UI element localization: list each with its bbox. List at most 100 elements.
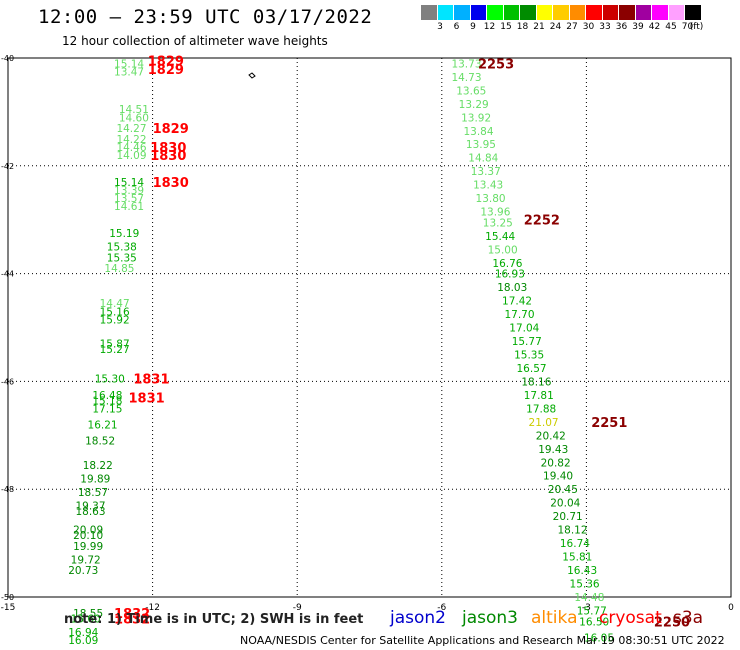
wave-height-label: 20.09 — [73, 525, 103, 537]
legend-swatch — [553, 5, 570, 20]
satellite-label-altika: altika — [531, 608, 578, 628]
wave-height-label: 15.16 — [100, 306, 130, 318]
wave-height-label: 13.84 — [463, 126, 493, 138]
wave-height-label: 18.55 — [73, 608, 103, 620]
wave-height-label: 14.47 — [100, 298, 130, 310]
legend-label: 70 — [681, 22, 694, 32]
wave-height-label: 18.22 — [83, 460, 113, 472]
wave-height-label: 15.92 — [100, 314, 130, 326]
wave-height-label: 14.84 — [468, 153, 498, 165]
wave-height-label: 15.77 — [577, 605, 607, 617]
wave-height-label: 15.35 — [514, 349, 544, 361]
wave-height-label: 13.65 — [456, 85, 486, 97]
credit-line: NOAA/NESDIS Center for Satellite Applica… — [240, 634, 725, 647]
wave-height-label: 15.44 — [485, 231, 515, 243]
satellite-label-jason3: jason3 — [462, 608, 518, 628]
pass-time-label: 1829 — [148, 63, 184, 78]
wave-height-label: 13.29 — [459, 99, 489, 111]
wave-height-label: 14.46 — [116, 142, 146, 154]
legend-label: 42 — [648, 22, 661, 32]
pass-time-label: 1830 — [153, 176, 189, 191]
legend-swatch — [569, 5, 586, 20]
wave-height-label: 19.43 — [538, 444, 568, 456]
legend-swatch — [586, 5, 603, 20]
wave-height-label: 20.04 — [550, 498, 580, 510]
lon-tick-label: -12 — [145, 603, 160, 613]
wave-height-label: 18.16 — [521, 376, 551, 388]
wave-height-label: 18.52 — [85, 436, 115, 448]
wave-height-label: 15.30 — [95, 374, 125, 386]
wave-height-label: 15.18 — [92, 395, 122, 407]
wave-height-label: 20.73 — [68, 565, 98, 577]
wave-height-label: 13.37 — [471, 166, 501, 178]
wave-height-label: 15.35 — [107, 252, 137, 264]
wave-height-label: 16.57 — [517, 363, 547, 375]
legend-label: 21 — [533, 22, 545, 32]
pass-time-label: 1831 — [129, 392, 165, 407]
satellite-label-s3a: s3a — [673, 608, 704, 628]
legend-swatch — [668, 5, 685, 20]
legend-swatch — [503, 5, 520, 20]
legend-swatch — [619, 5, 636, 20]
pass-time-label: 1829 — [148, 55, 184, 70]
wave-height-label: 15.38 — [107, 242, 137, 254]
wave-height-label: 14.27 — [116, 123, 146, 135]
wave-height-label: 16.76 — [492, 258, 522, 270]
lon-tick-label: -15 — [1, 603, 16, 613]
wave-height-label: 18.03 — [497, 282, 527, 294]
wave-height-label: 15.87 — [100, 339, 130, 351]
wave-height-label: 15.60 — [71, 614, 101, 626]
wave-height-label: 15.27 — [100, 344, 130, 356]
wave-height-label: 15.00 — [488, 244, 518, 256]
wave-height-label: 17.42 — [502, 296, 532, 308]
legend-label: 9 — [470, 22, 476, 32]
wave-height-label: 20.71 — [553, 511, 583, 523]
pass-time-label: 2253 — [478, 57, 514, 72]
wave-height-label: 14.61 — [114, 201, 144, 213]
wave-height-label: 17.70 — [504, 309, 534, 321]
wave-height-label: 16.94 — [68, 627, 98, 639]
pass-time-label: 2250 — [654, 615, 690, 630]
wave-height-label: 15.81 — [562, 552, 592, 564]
legend-swatch — [685, 5, 702, 20]
legend-swatch — [602, 5, 619, 20]
wave-height-label: 19.72 — [71, 554, 101, 566]
wave-height-label: 14.73 — [451, 72, 481, 84]
wave-height-label: 15.19 — [109, 228, 139, 240]
pass-time-label: 2251 — [591, 416, 627, 431]
wave-height-label: 20.42 — [536, 430, 566, 442]
footer-note: note: 1) Time is in UTC; 2) SWH is in fe… — [64, 612, 364, 627]
lat-tick-label: -44 — [1, 270, 14, 279]
wave-height-label: 13.25 — [483, 217, 513, 229]
legend-swatch — [470, 5, 487, 20]
legend-label: 27 — [566, 22, 578, 32]
lat-tick-label: -40 — [1, 54, 14, 63]
legend-swatch — [421, 5, 438, 20]
legend-label: 24 — [549, 22, 562, 32]
wave-height-label: 15.14 — [114, 177, 144, 189]
wave-height-label: 16.09 — [68, 635, 98, 647]
wave-height-label: 14.09 — [116, 150, 146, 162]
pass-time-label: 1831 — [133, 373, 169, 388]
legend-label: 6 — [453, 22, 460, 32]
wave-height-label: 13.95 — [466, 139, 496, 151]
wave-height-label: 16.93 — [495, 269, 525, 281]
legend-swatch — [487, 5, 504, 20]
pass-time-label: 1830 — [150, 149, 186, 164]
wave-height-label: 17.81 — [524, 390, 554, 402]
legend-swatch — [536, 5, 553, 20]
legend-label: 3 — [437, 22, 443, 32]
legend-label: 33 — [599, 22, 611, 32]
lat-tick-label: -46 — [1, 377, 14, 386]
lon-tick-label: -3 — [582, 603, 591, 613]
wave-height-label: 15.14 — [114, 58, 144, 70]
wave-height-label: 16.48 — [92, 390, 122, 402]
lon-tick-label: 0 — [728, 603, 734, 613]
wave-height-label: 17.04 — [509, 323, 539, 335]
wave-height-label: 16.74 — [560, 538, 590, 550]
wave-height-label: 13.43 — [473, 180, 503, 192]
legend-swatch — [454, 5, 471, 20]
wave-height-label: 16.21 — [88, 420, 118, 432]
wave-height-label: 14.85 — [104, 263, 134, 275]
